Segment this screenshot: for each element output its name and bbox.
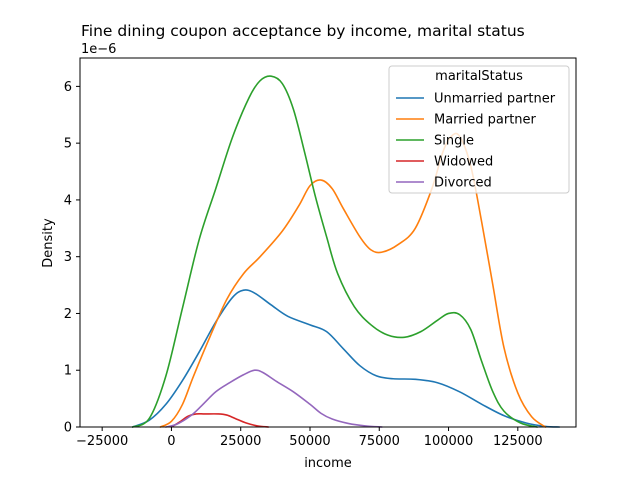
series-line-single	[131, 75, 539, 428]
series-line-divorced	[165, 369, 383, 428]
legend-label-widowed: Widowed	[434, 155, 493, 170]
y-axis: 0 1 2 3 4 5 6	[64, 80, 80, 436]
x-tick-label: 50000	[289, 434, 330, 449]
y-axis-label: Density	[41, 218, 56, 268]
x-tick-label: 100000	[424, 434, 474, 449]
x-axis-label: income	[304, 456, 352, 471]
series-line-widowed	[170, 412, 270, 428]
legend-label-married-partner: Married partner	[434, 113, 537, 128]
series-line-married-partner	[159, 132, 547, 428]
legend-label-unmarried-partner: Unmarried partner	[434, 92, 556, 107]
y-offset-text: 1e−6	[81, 42, 116, 57]
x-axis: −25000 0 25000 50000 75000 100000 125000	[76, 427, 543, 449]
y-tick-label: 2	[64, 307, 72, 322]
x-tick-label: 75000	[359, 434, 400, 449]
legend-frame	[388, 65, 570, 194]
y-tick-label: 3	[64, 250, 72, 265]
legend-label-single: Single	[434, 134, 474, 149]
y-tick-label: 4	[64, 193, 72, 208]
x-tick-label: 0	[167, 434, 175, 449]
x-tick-label: −25000	[76, 434, 128, 449]
x-tick-label: 25000	[220, 434, 261, 449]
x-tick-label: 125000	[493, 434, 543, 449]
legend-title: maritalStatus	[435, 69, 523, 84]
y-tick-label: 0	[64, 421, 72, 436]
plot-frame	[79, 57, 577, 428]
y-tick-label: 1	[64, 364, 72, 379]
legend: maritalStatus Unmarried partner Married p…	[388, 65, 570, 194]
y-tick-label: 6	[64, 80, 72, 95]
series-line-unmarried-partner	[131, 289, 561, 428]
chart-title: Fine dining coupon acceptance by income,…	[81, 22, 525, 40]
plot-lines	[131, 75, 561, 428]
y-tick-label: 5	[64, 137, 72, 152]
legend-label-divorced: Divorced	[434, 176, 492, 191]
